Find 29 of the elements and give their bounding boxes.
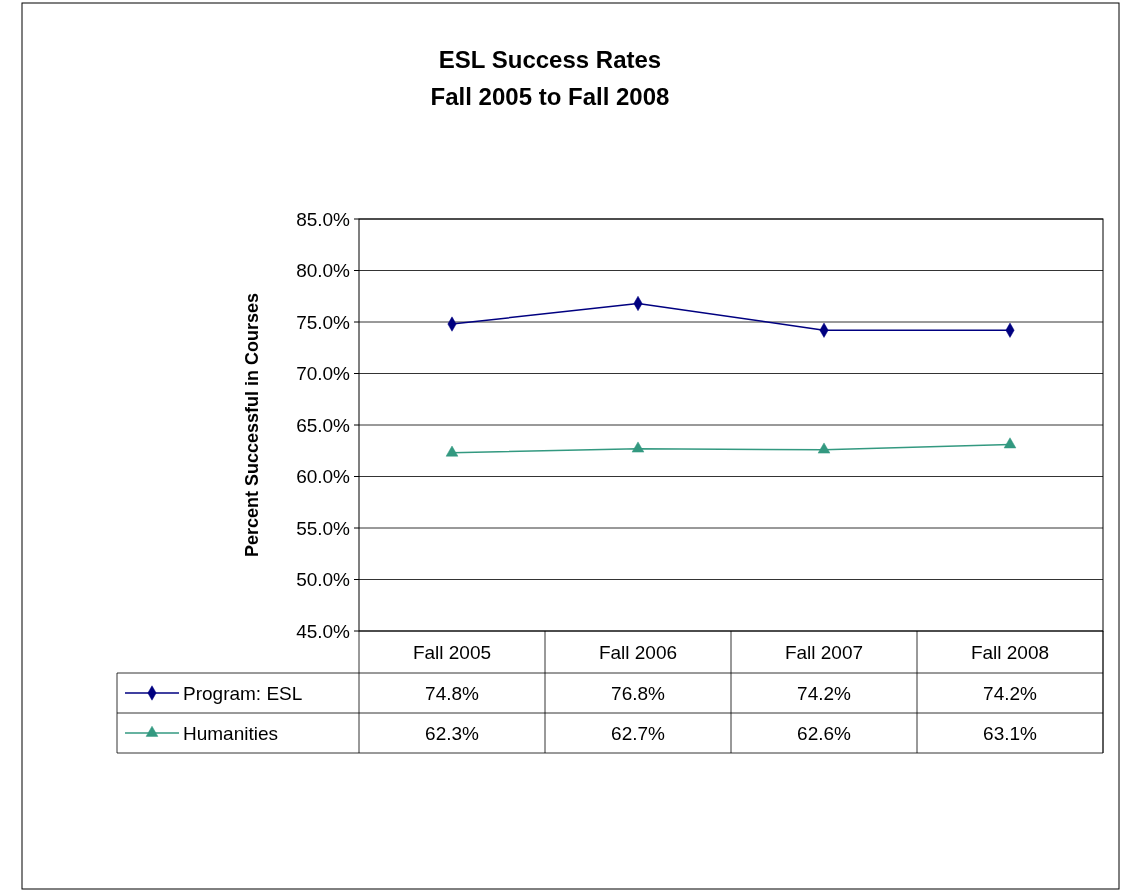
y-tick-label: 75.0% [296, 311, 351, 333]
point [817, 442, 831, 454]
x-tick-label: Fall 2007 [784, 641, 864, 663]
y-tick-label: 65.0% [296, 414, 351, 436]
y-tick-label: 85.0% [296, 208, 351, 230]
data-label: 76.8% [611, 682, 666, 704]
data-label: 62.7% [611, 722, 666, 744]
y-tick-label: 55.0% [296, 517, 351, 539]
point [445, 445, 459, 457]
point [1003, 437, 1017, 449]
x-tick-label: Fall 2005 [412, 641, 492, 663]
data-label: 74.8% [425, 682, 480, 704]
y-tick-label: 45.0% [296, 620, 351, 642]
x-tick-label: Fall 2008 [970, 641, 1050, 663]
y-tick-label: 70.0% [296, 363, 351, 385]
data-label: 74.2% [797, 682, 852, 704]
y-tick-label: 80.0% [296, 260, 351, 282]
data-label: 62.6% [797, 722, 852, 744]
data-label: 62.3% [425, 722, 480, 744]
point [631, 441, 645, 453]
data-label: 74.2% [983, 682, 1038, 704]
legend-label: Humanities [183, 722, 279, 744]
y-tick-label: 50.0% [296, 569, 351, 591]
data-label: 63.1% [983, 722, 1038, 744]
y-tick-label: 60.0% [296, 466, 351, 488]
y-axis-title: Percent Successful in Courses [242, 292, 262, 558]
legend-label: Program: ESL [183, 682, 303, 704]
chart-title: ESL Success Rates Fall 2005 to Fall 2008 [430, 46, 670, 110]
x-tick-label: Fall 2006 [598, 641, 678, 663]
